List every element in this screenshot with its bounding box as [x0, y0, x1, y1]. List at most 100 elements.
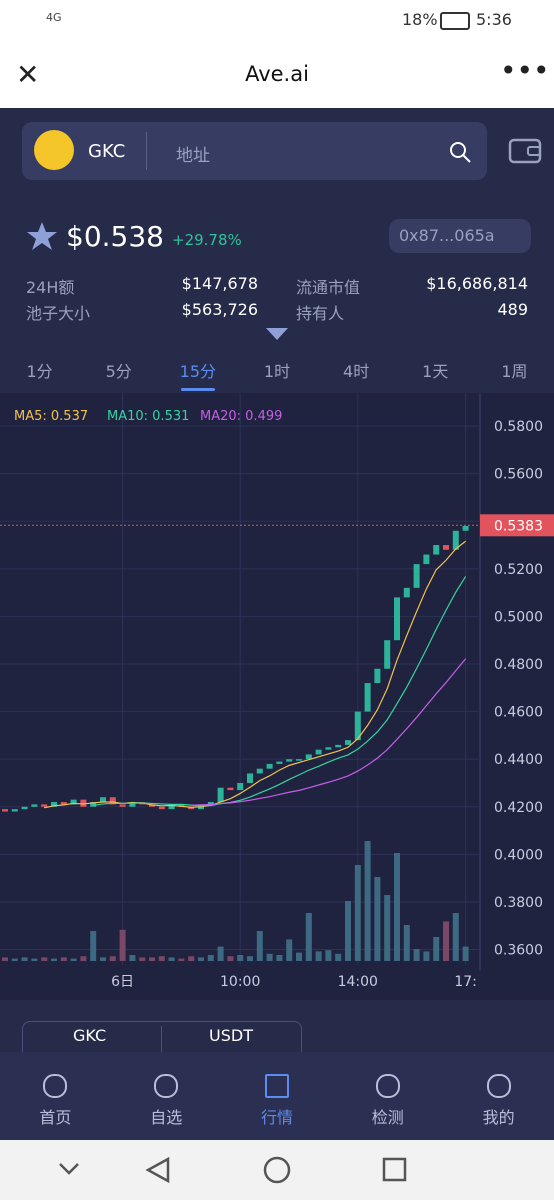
y-tick-label: 0.3800 — [494, 895, 543, 911]
nav-icon[interactable] — [265, 1074, 289, 1098]
nav-label[interactable]: 我的 — [482, 1108, 515, 1127]
candle-body — [237, 782, 244, 791]
interval-tab[interactable]: 1周 — [501, 362, 528, 381]
volume-bar — [149, 957, 155, 961]
candle-body — [70, 799, 77, 805]
system-nav-icons — [59, 1156, 407, 1184]
y-tick-label: 0.5000 — [494, 609, 543, 625]
candle-body — [41, 804, 48, 807]
wallet-icon[interactable] — [508, 136, 542, 166]
volume-bar — [119, 929, 126, 961]
network: 4G — [46, 11, 62, 24]
nav-label[interactable]: 首页 — [39, 1108, 72, 1127]
candle-body — [119, 804, 126, 807]
candle-body — [325, 747, 332, 750]
pair-quote: USDT — [209, 1026, 253, 1045]
volume-bar — [384, 895, 391, 961]
candle-body — [394, 597, 400, 641]
interval-tab[interactable]: 15分 — [179, 362, 217, 381]
volume-bar — [109, 956, 116, 961]
candle-body — [413, 564, 420, 588]
nav-label[interactable]: 行情 — [260, 1108, 293, 1127]
volume-bar — [315, 951, 322, 961]
candle-body — [21, 806, 28, 810]
x-tick-label: 17: — [454, 974, 477, 990]
candle-body — [266, 763, 273, 769]
interval-tab[interactable]: 5分 — [105, 362, 132, 381]
nav-label[interactable]: 检测 — [371, 1108, 404, 1127]
expand-arrow[interactable] — [266, 328, 288, 340]
candle-body — [90, 802, 97, 807]
pair-base: GKC — [73, 1026, 107, 1045]
battery: 18% — [402, 10, 438, 29]
token-symbol: GKC — [88, 141, 126, 162]
menu-button[interactable]: ••• — [500, 54, 550, 87]
candle-body — [364, 683, 371, 712]
volume-bar — [31, 958, 38, 961]
x-tick-label: 14:00 — [338, 974, 378, 990]
candle-body — [100, 797, 106, 803]
nav-icon[interactable] — [486, 1074, 511, 1098]
volume-bar — [452, 913, 459, 961]
volume-bar — [345, 901, 351, 961]
candle-body — [109, 797, 116, 805]
candle-body — [158, 806, 165, 810]
y-tick-label: 0.5200 — [494, 562, 543, 578]
volume-bar — [286, 939, 293, 961]
volume-bar — [11, 958, 18, 961]
ma-line — [44, 540, 466, 809]
interval-tab[interactable]: 1天 — [422, 362, 449, 381]
stat-label: 持有人 — [296, 304, 345, 323]
nav-icon[interactable] — [375, 1074, 400, 1098]
volume-bar — [462, 946, 469, 961]
candle-body — [11, 809, 18, 812]
status-bar: 4G 18% 5:36 — [0, 0, 554, 40]
candle-body — [433, 545, 440, 555]
volume-bar — [2, 957, 8, 961]
candle-body — [443, 545, 449, 550]
candle-body — [188, 806, 195, 810]
volume-bar — [90, 931, 97, 961]
stat-value: $563,726 — [181, 300, 258, 319]
clock: 5:36 — [476, 10, 512, 29]
nav-icon[interactable] — [43, 1074, 68, 1098]
candle-body — [305, 754, 312, 760]
nav-icon[interactable] — [154, 1074, 179, 1098]
candle-body — [403, 587, 410, 598]
system-nav — [0, 1140, 554, 1200]
candle-body — [2, 809, 8, 812]
x-tick-label: 6日 — [111, 974, 134, 990]
nav-label[interactable]: 自选 — [150, 1108, 183, 1127]
y-tick-label: 0.4600 — [494, 705, 543, 721]
ma-legend: MA10: 0.531 — [107, 409, 189, 424]
favorite-star[interactable] — [25, 220, 59, 252]
candle-body — [51, 802, 57, 807]
candle-body — [217, 787, 224, 803]
volume-bar — [207, 955, 214, 961]
search-box[interactable]: GKC 地址 — [22, 122, 487, 180]
candle-body — [462, 526, 469, 531]
volume-bar — [60, 957, 67, 961]
interval-tab[interactable]: 1时 — [263, 362, 291, 381]
address-chip[interactable]: 0x87...065a — [389, 219, 531, 253]
candle-body — [384, 640, 391, 669]
volume-bar — [374, 877, 381, 961]
volume-bar — [266, 953, 273, 961]
volume-bar — [139, 957, 146, 961]
volume-bar — [217, 946, 224, 961]
volume-bar — [70, 958, 77, 961]
candle-body — [207, 802, 214, 805]
candle-body — [149, 804, 155, 807]
close-button[interactable]: ✕ — [16, 58, 40, 91]
token-logo — [34, 130, 74, 170]
volume-bar — [423, 951, 430, 961]
volume-bar — [178, 958, 185, 961]
stat-label: 流通市值 — [296, 278, 361, 297]
candle-body — [315, 749, 322, 755]
volume-bar — [276, 955, 283, 961]
interval-tab[interactable]: 4时 — [343, 362, 370, 381]
stat-value: 489 — [497, 300, 528, 319]
search-placeholder: 地址 — [176, 146, 210, 166]
volume-bar — [325, 950, 332, 961]
interval-tab[interactable]: 1分 — [26, 362, 53, 381]
